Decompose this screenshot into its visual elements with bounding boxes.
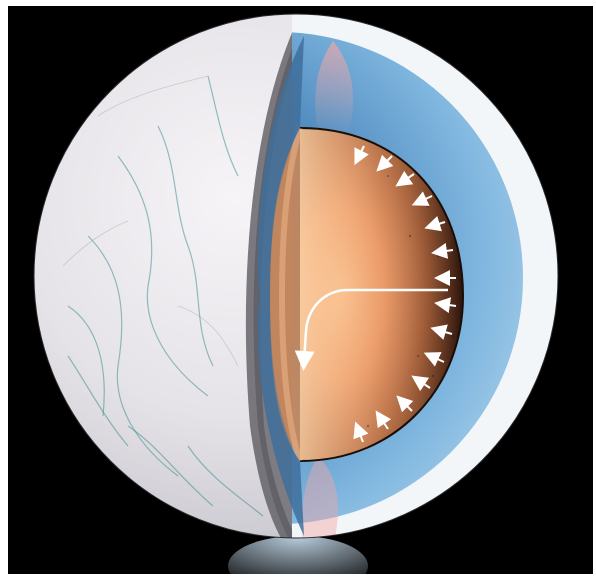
surface-cracks xyxy=(67,75,264,517)
arrow-icon xyxy=(376,154,394,172)
ocean-plume-bottom xyxy=(301,456,338,538)
arrow-icon xyxy=(424,216,446,232)
arrow-icon xyxy=(396,395,414,413)
ocean-plume-top xyxy=(315,41,353,136)
arrow-icon xyxy=(395,170,415,187)
south-plume xyxy=(228,536,368,574)
arrow-icon xyxy=(354,145,369,166)
image-frame xyxy=(8,6,593,574)
arrow-icon xyxy=(434,297,457,314)
arrow-icon xyxy=(431,242,454,259)
arrow-icon xyxy=(375,410,392,430)
arrow-icon xyxy=(411,191,433,206)
inward-arrows xyxy=(353,145,457,443)
arrow-icon xyxy=(423,352,445,367)
curved-arrow-icon xyxy=(294,288,448,371)
arrow-icon xyxy=(353,421,369,443)
arrow-icon xyxy=(411,375,431,392)
enceladus-cutaway-illustration xyxy=(33,13,559,574)
arrow-icon xyxy=(430,324,453,340)
